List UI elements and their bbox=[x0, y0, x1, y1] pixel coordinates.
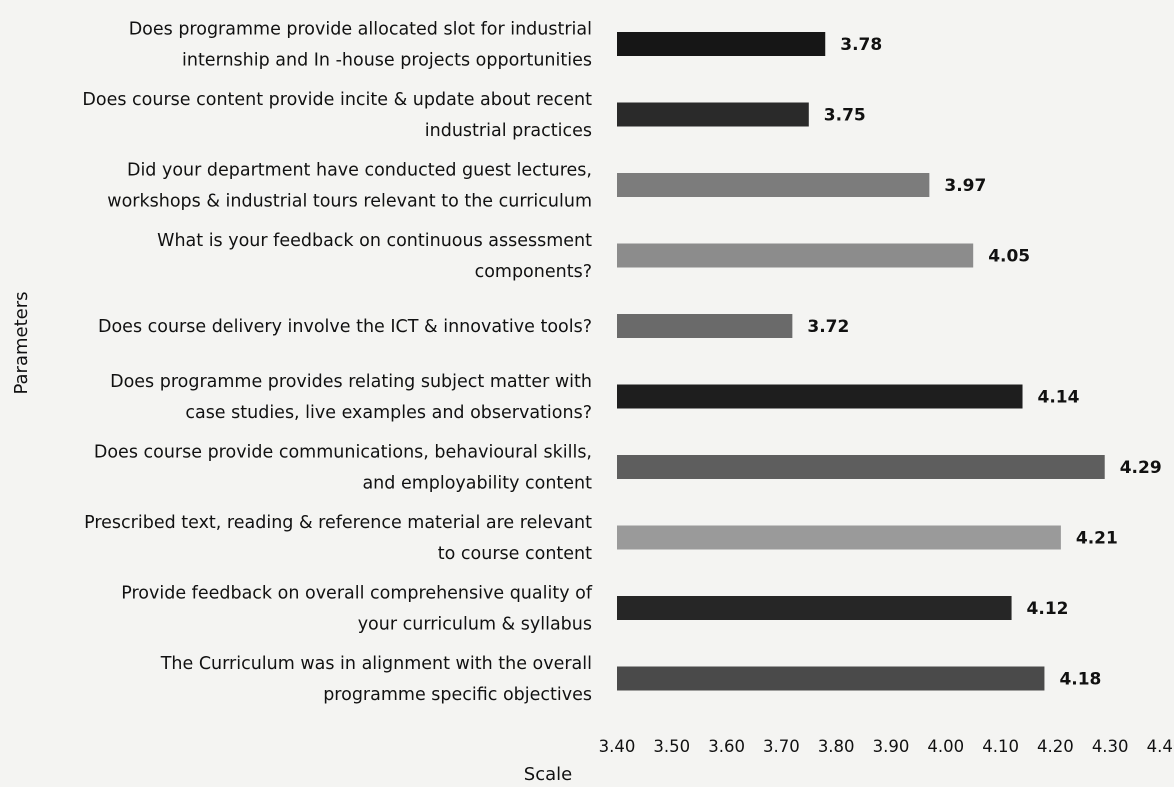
x-tick-label-9: 4.20 bbox=[1037, 737, 1074, 756]
x-axis-title: Scale bbox=[524, 764, 572, 785]
category-label-10-line-1: The Curriculum was in alignment with the… bbox=[160, 654, 592, 674]
bar-6 bbox=[617, 384, 1023, 409]
value-labels: 3.78 3.75 3.97 4.05 3.72 4.14 4.29 4.21 4.12 4.18 bbox=[807, 35, 1161, 690]
x-tick-label-2: 3.50 bbox=[653, 737, 690, 756]
value-label-9: 4.12 bbox=[1027, 599, 1069, 619]
category-label-3-line-2: workshops & industrial tours relevant to… bbox=[107, 192, 592, 212]
value-label-2: 3.75 bbox=[824, 106, 866, 126]
bars bbox=[617, 32, 1105, 691]
category-label-7-line-1: Does course provide communications, beha… bbox=[94, 443, 592, 463]
value-label-7: 4.29 bbox=[1120, 458, 1162, 478]
bar-3 bbox=[617, 173, 930, 197]
bar-5 bbox=[617, 314, 793, 338]
x-axis-ticks: 3.40 3.50 3.60 3.70 3.80 3.90 4.00 4.10 4.20 4.30… bbox=[599, 737, 1174, 756]
value-label-3: 3.97 bbox=[944, 176, 986, 196]
category-label-7-line-2: and employability content bbox=[362, 474, 592, 494]
x-tick-label-10: 4.30 bbox=[1092, 737, 1129, 756]
bar-10 bbox=[617, 666, 1045, 691]
value-label-1: 3.78 bbox=[840, 35, 882, 55]
bar-9 bbox=[617, 596, 1012, 620]
x-tick-label-11: 4.40 bbox=[1147, 737, 1174, 756]
category-label-8-line-1: Prescribed text, reading & reference mat… bbox=[84, 513, 592, 533]
value-label-4: 4.05 bbox=[988, 247, 1030, 267]
category-label-2-line-2: industrial practices bbox=[425, 121, 592, 141]
category-label-8-line-2: to course content bbox=[438, 544, 592, 564]
category-label-9-line-2: your curriculum & syllabus bbox=[358, 615, 592, 635]
category-label-9-line-1: Provide feedback on overall comprehensiv… bbox=[121, 584, 593, 604]
value-label-8: 4.21 bbox=[1076, 529, 1118, 549]
category-label-2-line-1: Does course content provide incite & upd… bbox=[82, 90, 592, 110]
value-label-5: 3.72 bbox=[807, 317, 849, 337]
bar-7 bbox=[617, 455, 1105, 479]
value-label-6: 4.14 bbox=[1038, 388, 1080, 408]
bar-2 bbox=[617, 102, 809, 127]
category-label-6-line-2: case studies, live examples and observat… bbox=[185, 403, 592, 423]
x-tick-label-3: 3.60 bbox=[708, 737, 745, 756]
value-label-10: 4.18 bbox=[1059, 670, 1101, 690]
category-label-6-line-1: Does programme provides relating subject… bbox=[110, 372, 592, 392]
x-tick-label-7: 4.00 bbox=[927, 737, 964, 756]
x-tick-label-8: 4.10 bbox=[982, 737, 1019, 756]
y-axis-title: Parameters bbox=[11, 291, 32, 394]
category-label-1-line-2: internship and In -house projects opport… bbox=[182, 51, 592, 71]
x-tick-label-6: 3.90 bbox=[873, 737, 910, 756]
category-label-4-line-1: What is your feedback on continuous asse… bbox=[157, 231, 592, 251]
bar-4 bbox=[617, 243, 974, 268]
x-tick-label-1: 3.40 bbox=[599, 737, 636, 756]
x-tick-label-5: 3.80 bbox=[818, 737, 855, 756]
category-label-5-line-1: Does course delivery involve the ICT & i… bbox=[98, 317, 592, 337]
category-label-4-line-2: components? bbox=[475, 262, 592, 282]
category-label-1-line-1: Does programme provide allocated slot fo… bbox=[129, 20, 592, 40]
category-labels: Does programme provide allocated slot fo… bbox=[82, 20, 592, 706]
bar-8 bbox=[617, 525, 1061, 550]
x-tick-label-4: 3.70 bbox=[763, 737, 800, 756]
category-label-3-line-1: Did your department have conducted guest… bbox=[127, 161, 592, 181]
bar-1 bbox=[617, 32, 826, 56]
category-label-10-line-2: programme specific objectives bbox=[323, 685, 592, 705]
